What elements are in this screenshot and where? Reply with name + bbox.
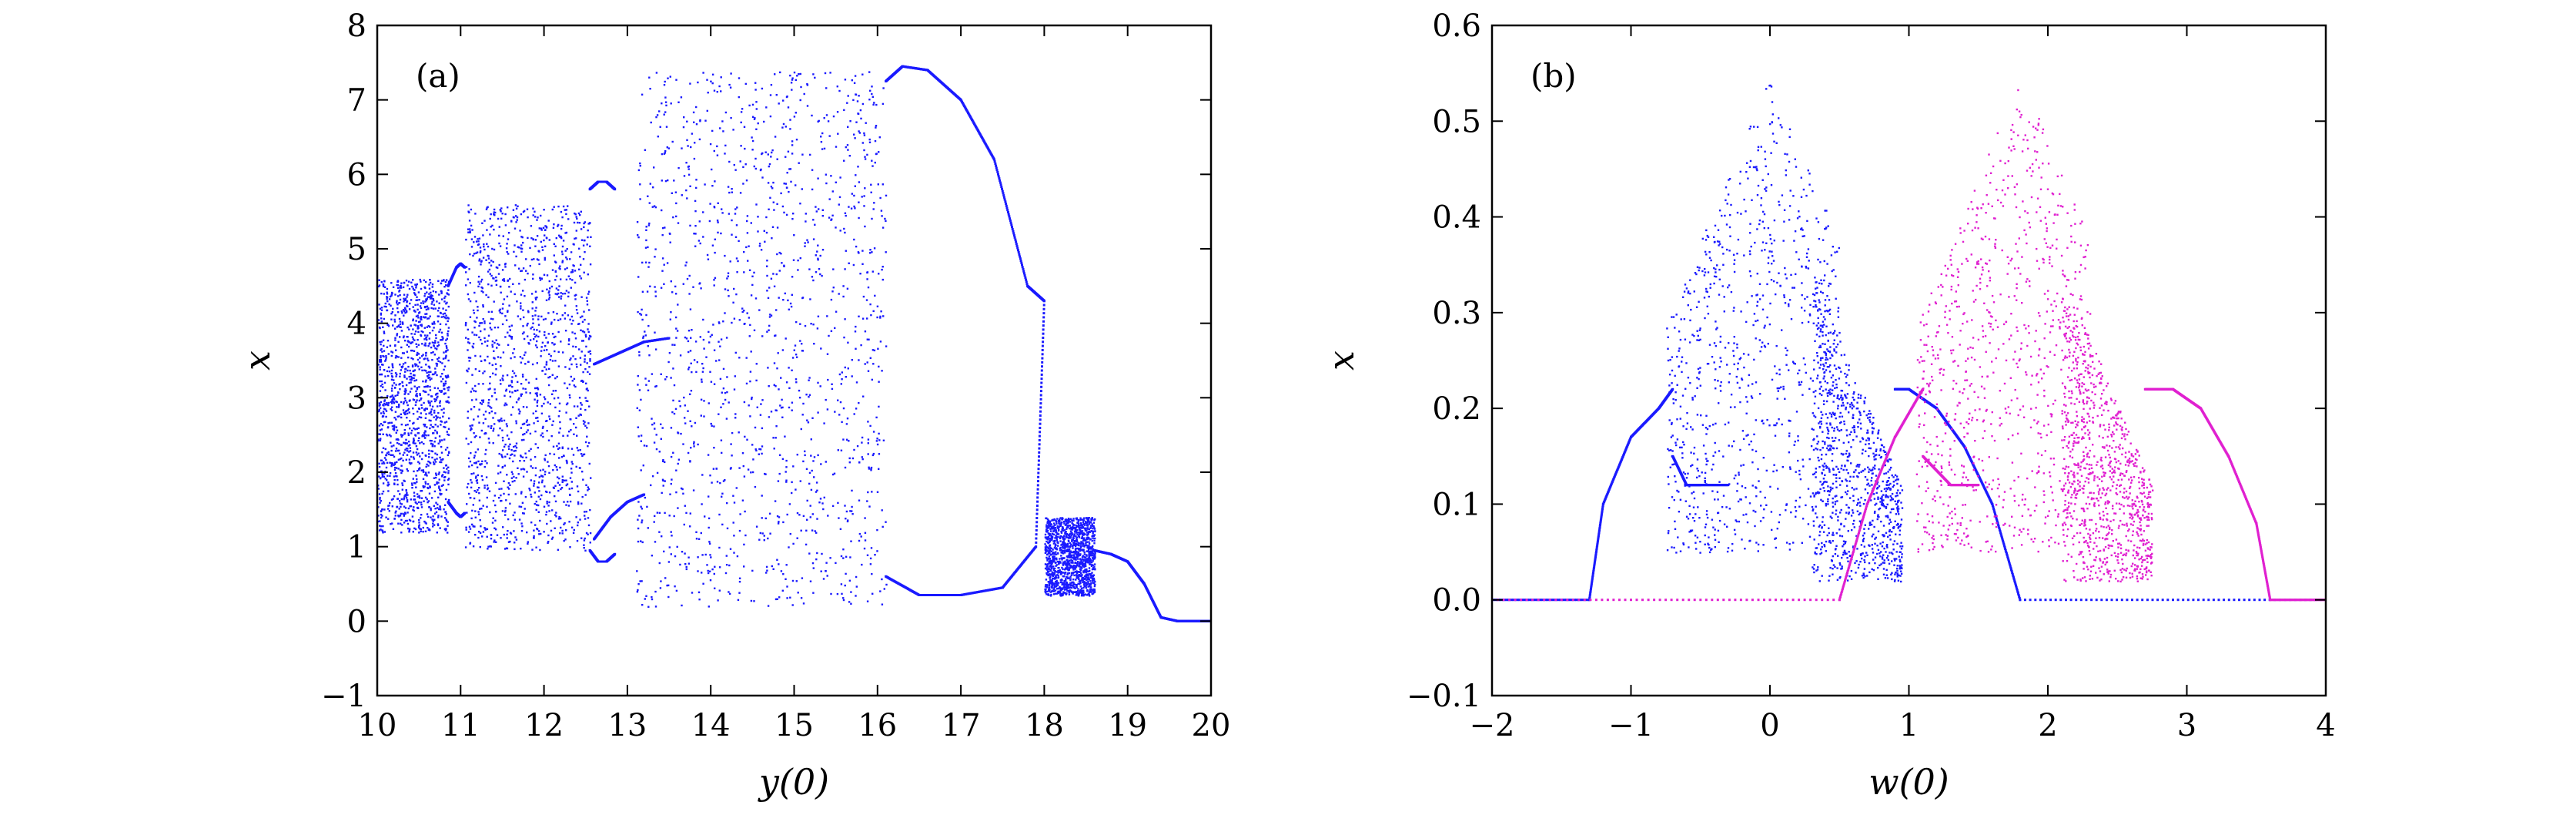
- y-tick-label: 0: [347, 604, 366, 639]
- periodic-branch: [1894, 388, 2022, 601]
- y-axis-label: x: [1320, 350, 1362, 371]
- periodic-branch: [1093, 549, 1213, 622]
- plot-area: [377, 65, 1213, 622]
- x-tick-label: 13: [607, 708, 647, 743]
- y-tick-label: 0.4: [1432, 200, 1481, 236]
- periodic-branch: [1491, 599, 1591, 601]
- y-tick-label: 8: [347, 8, 366, 44]
- plot-area: [1491, 85, 2327, 601]
- series-scatter-cloud: [1916, 89, 2154, 582]
- series-scatter-cloud: [1666, 85, 1903, 582]
- periodic-branch: [447, 263, 467, 287]
- y-tick-label: 1: [347, 530, 366, 565]
- x-tick-label: 17: [942, 708, 981, 743]
- x-tick-label: 1: [1899, 708, 1919, 743]
- y-tick-label: 2: [347, 455, 366, 491]
- x-tick-label: 3: [2177, 708, 2196, 743]
- periodic-branch: [1671, 455, 1729, 486]
- y-tick-label: 3: [347, 381, 366, 416]
- y-tick-label: 7: [347, 83, 366, 119]
- x-tick-label: 20: [1192, 708, 1231, 743]
- panel-label: (a): [416, 57, 460, 95]
- y-tick-label: 5: [347, 232, 366, 267]
- y-tick-label: 0.1: [1432, 487, 1481, 522]
- x-tick-label: 14: [691, 708, 731, 743]
- x-tick-label: 19: [1108, 708, 1147, 743]
- periodic-branch: [885, 300, 1045, 596]
- x-tick-label: 2: [2038, 708, 2057, 743]
- panel-label: (b): [1531, 57, 1577, 95]
- y-axis-label: x: [236, 350, 278, 371]
- periodic-branch: [593, 494, 645, 541]
- periodic-branch: [1491, 599, 1841, 601]
- periodic-branch: [589, 549, 617, 563]
- y-tick-label: 4: [347, 307, 366, 342]
- x-tick-label: 11: [441, 708, 480, 743]
- x-tick-label: 16: [858, 708, 897, 743]
- x-tick-label: 12: [524, 708, 564, 743]
- y-tick-label: 0.2: [1432, 391, 1481, 427]
- y-tick-label: −0.1: [1407, 679, 1481, 714]
- y-tick-label: 6: [347, 157, 366, 193]
- periodic-branch: [1588, 388, 1674, 601]
- periodic-branch: [447, 501, 467, 518]
- x-axis-label: w(0): [1868, 761, 1949, 803]
- x-tick-label: 18: [1025, 708, 1064, 743]
- x-tick-label: 0: [1760, 708, 1779, 743]
- y-tick-label: −1: [321, 679, 366, 714]
- periodic-branch: [2144, 388, 2272, 601]
- plot-frame: [1492, 25, 2326, 696]
- y-tick-label: 0.5: [1432, 104, 1481, 139]
- x-tick-label: 15: [774, 708, 814, 743]
- x-axis-label: y(0): [758, 761, 829, 803]
- y-tick-label: 0.3: [1432, 296, 1481, 331]
- periodic-branch: [589, 181, 617, 191]
- periodic-branch: [593, 337, 670, 366]
- periodic-branch: [885, 65, 1045, 303]
- x-tick-label: 4: [2316, 708, 2335, 743]
- x-tick-label: −1: [1608, 708, 1654, 743]
- periodic-branch: [1838, 388, 1924, 601]
- y-tick-label: 0.6: [1432, 8, 1481, 44]
- y-tick-label: 0.0: [1432, 583, 1481, 619]
